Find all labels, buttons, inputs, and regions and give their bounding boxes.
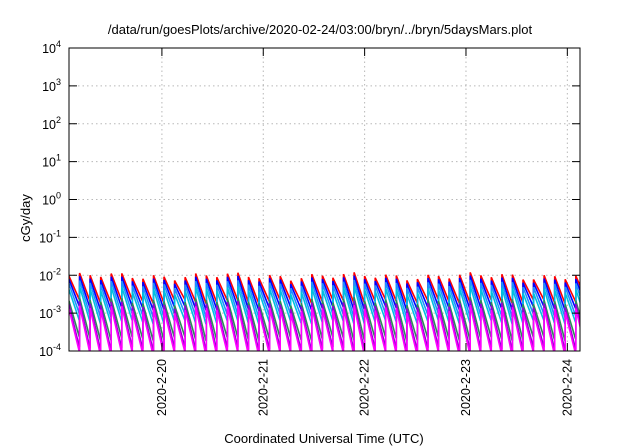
x-axis-label: Coordinated Universal Time (UTC) [224, 431, 423, 446]
y-axis: 10-4 10-3 10-2 10-1 100 101 102 103 104 [39, 39, 580, 359]
chart-title: /data/run/goesPlots/archive/2020-02-24/0… [108, 22, 533, 37]
y-tick-label: 10-3 [39, 304, 61, 321]
y-tick-label: 100 [42, 191, 61, 208]
y-tick-label: 102 [42, 115, 61, 132]
x-tick-label: 2020-2-21 [256, 359, 270, 416]
y-tick-label: 10-2 [39, 266, 61, 283]
y-tick-label: 101 [42, 153, 61, 170]
y-axis-label: cGy/day [18, 194, 33, 242]
x-tick-label: 2020-2-22 [358, 359, 372, 416]
y-tick-label: 104 [42, 39, 61, 56]
x-tick-label: 2020-2-20 [155, 359, 169, 416]
y-tick-label: 10-4 [39, 342, 61, 359]
x-tick-label: 2020-2-24 [560, 359, 574, 416]
x-tick-label: 2020-2-23 [459, 359, 473, 416]
y-tick-label: 103 [42, 77, 61, 94]
series-group [69, 272, 580, 351]
x-axis: 2020-2-20 2020-2-21 2020-2-22 2020-2-23 2020… [155, 48, 574, 416]
y-tick-label: 10-1 [39, 228, 61, 245]
